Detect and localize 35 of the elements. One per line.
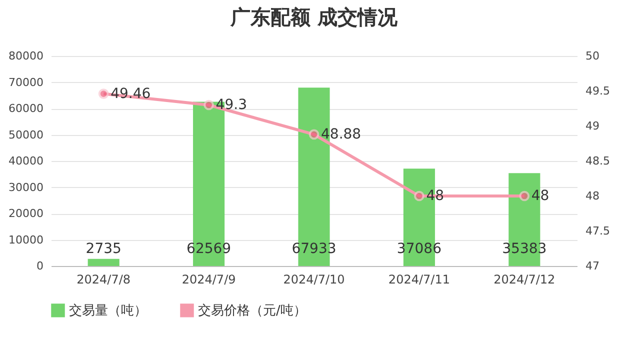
- x-tick-label: 2024/7/9: [182, 272, 236, 286]
- y2-tick-label: 48.5: [586, 154, 610, 168]
- x-tick-label: 2024/7/10: [283, 272, 345, 286]
- y2-tick-label: 49: [586, 120, 600, 132]
- x-tick-label: 2024/7/8: [76, 272, 131, 286]
- legend-label: 交易价格（元/吨）: [198, 302, 306, 318]
- point: [519, 190, 530, 202]
- bar: [88, 258, 120, 266]
- y-tick-label: 50000: [8, 128, 44, 142]
- y-tick-label: 0: [36, 260, 44, 272]
- x-tick-label: 2024/7/12: [494, 272, 556, 286]
- data-label: 49.46: [110, 86, 151, 102]
- point: [308, 129, 320, 140]
- y2-tick-label: 47: [586, 260, 600, 272]
- data-label: 48: [531, 188, 550, 204]
- y-tick-label: 80000: [8, 50, 44, 62]
- data-label: 49.3: [216, 97, 247, 113]
- y-tick-label: 60000: [8, 102, 44, 115]
- point: [204, 100, 214, 110]
- y2-tick-label: 48: [586, 190, 600, 202]
- point: [414, 190, 424, 202]
- data-label: 48: [426, 188, 444, 204]
- y2-tick-label: 47.5: [586, 224, 610, 238]
- x-tick-label: 2024/7/11: [388, 272, 450, 286]
- y-tick-label: 40000: [8, 154, 44, 168]
- point: [98, 88, 109, 99]
- y2-tick-label: 50: [586, 50, 600, 62]
- y-tick-label: 30000: [8, 180, 44, 194]
- y2-tick-label: 49.5: [586, 84, 610, 98]
- data-label: 2735: [86, 241, 122, 257]
- y-tick-label: 10000: [8, 233, 44, 246]
- chart-title: 广东配额 成交情况: [230, 5, 398, 29]
- y-tick-label: 20000: [8, 207, 44, 220]
- y-tick-label: 70000: [8, 76, 44, 89]
- legend-label: 交易量（吨）: [69, 302, 147, 318]
